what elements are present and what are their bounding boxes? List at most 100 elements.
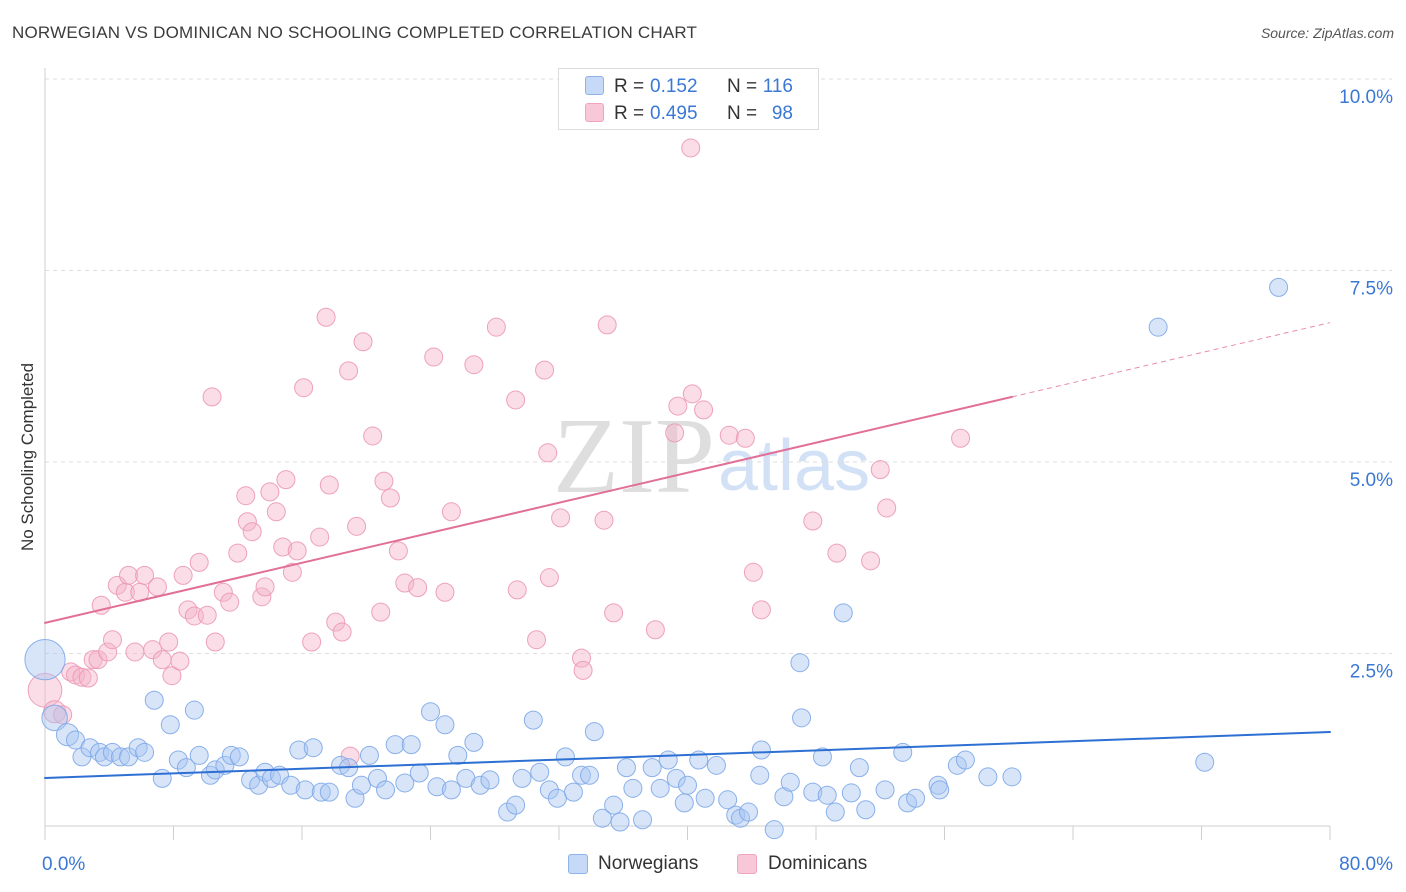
norwegian-point: [978, 767, 998, 787]
norwegian-point: [571, 765, 591, 785]
norwegian-point: [817, 785, 837, 805]
dominican-point: [374, 471, 394, 491]
dominican-point: [72, 667, 92, 687]
norwegian-point: [319, 782, 339, 802]
dominican-point: [213, 582, 233, 602]
dominican-point: [119, 565, 139, 585]
dominican-point: [803, 511, 823, 531]
dominican-point: [380, 488, 400, 508]
y-tick-label: 5.0%: [1350, 470, 1393, 491]
norwegian-point: [152, 768, 172, 788]
norwegian-point: [616, 758, 636, 778]
dominican-point: [347, 516, 367, 536]
dominican-point: [173, 565, 193, 585]
norwegian-trend-line: [44, 731, 1331, 779]
dominican-point: [395, 573, 415, 593]
dominican-point: [287, 541, 307, 561]
dominican-point: [594, 510, 614, 530]
norwegian-point: [229, 747, 249, 767]
dominican-point: [645, 620, 665, 640]
norwegian-point: [764, 820, 784, 840]
norwegian-point: [642, 758, 662, 778]
dominican-point: [302, 632, 322, 652]
dominican-point: [486, 317, 506, 337]
dominican-point: [506, 390, 526, 410]
gridlines: [45, 78, 1392, 654]
norwegian-point: [547, 788, 567, 808]
dominican-point: [719, 425, 739, 445]
dominican-point: [159, 632, 179, 652]
y-tick-label: 2.5%: [1350, 662, 1393, 683]
dominican-point: [236, 486, 256, 506]
norwegian-point: [385, 735, 405, 755]
dominican-point: [202, 387, 222, 407]
norwegian-point: [803, 782, 823, 802]
norwegian-point: [539, 780, 559, 800]
dominican-point: [668, 396, 688, 416]
dominican-point: [539, 568, 559, 588]
dominicans-key-label: Dominicans: [768, 853, 868, 874]
norwegian-point: [1269, 277, 1289, 297]
dominican-point: [681, 138, 701, 158]
norwegian-point: [563, 782, 583, 802]
norwegians-key-swatch: [568, 854, 588, 874]
dominicans-n-label: N =: [727, 103, 758, 124]
norwegian-point: [427, 777, 447, 797]
dominican-point: [441, 502, 461, 522]
norwegian-point: [893, 742, 913, 762]
watermark-atlas: atlas: [718, 426, 870, 506]
norwegians-legend-swatch: [585, 76, 604, 95]
norwegian-point: [812, 747, 832, 767]
dominican-point: [170, 651, 190, 671]
dominican-point: [78, 668, 98, 688]
dominican-point: [424, 347, 444, 367]
norwegians-key-label: Norwegians: [598, 853, 699, 874]
dominican-point: [326, 612, 346, 632]
norwegian-point: [875, 780, 895, 800]
dominican-point: [751, 600, 771, 620]
data-points: [24, 138, 1289, 840]
dominican-point: [282, 562, 302, 582]
norwegian-point: [825, 802, 845, 822]
watermark: ZIP atlas: [553, 397, 870, 516]
norwegian-point: [623, 778, 643, 798]
norwegian-point: [666, 768, 686, 788]
dominican-point: [527, 630, 547, 650]
norwegian-point: [189, 745, 209, 765]
norwegian-point: [856, 800, 876, 820]
dominican-point: [735, 428, 755, 448]
norwegian-point: [674, 793, 694, 813]
dominican-point: [877, 498, 897, 518]
norwegian-point: [401, 735, 421, 755]
dominican-point: [147, 577, 167, 597]
norwegian-point: [205, 760, 225, 780]
norwegian-point: [421, 702, 440, 722]
dominican-point: [573, 660, 593, 680]
norwegian-point: [523, 710, 543, 730]
norwegian-point: [110, 747, 130, 767]
dominican-point: [861, 551, 881, 571]
dominican-point: [220, 592, 240, 612]
dominican-point: [91, 595, 111, 615]
dominican-point: [205, 632, 225, 652]
norwegian-point: [718, 790, 738, 810]
norwegian-point: [604, 795, 624, 815]
norwegian-point: [376, 780, 396, 800]
norwegian-point: [395, 773, 415, 793]
norwegian-point: [303, 738, 323, 758]
norwegian-point: [311, 782, 331, 802]
norwegian-point: [1002, 767, 1022, 787]
dominican-point: [260, 482, 280, 502]
norwegian-point: [409, 763, 429, 783]
dominican-point: [371, 602, 391, 622]
norwegians-r-value: 0.152: [650, 76, 698, 97]
dominicans-legend-swatch: [585, 103, 604, 122]
norwegian-point: [580, 765, 600, 785]
norwegian-point: [790, 653, 810, 673]
norwegian-point: [658, 750, 678, 770]
dominican-point: [266, 502, 286, 522]
norwegian-point: [774, 787, 794, 807]
norwegian-point: [448, 745, 468, 765]
chart-title: NORWEGIAN VS DOMINICAN NO SCHOOLING COMP…: [12, 23, 698, 42]
norwegian-point: [144, 690, 164, 710]
